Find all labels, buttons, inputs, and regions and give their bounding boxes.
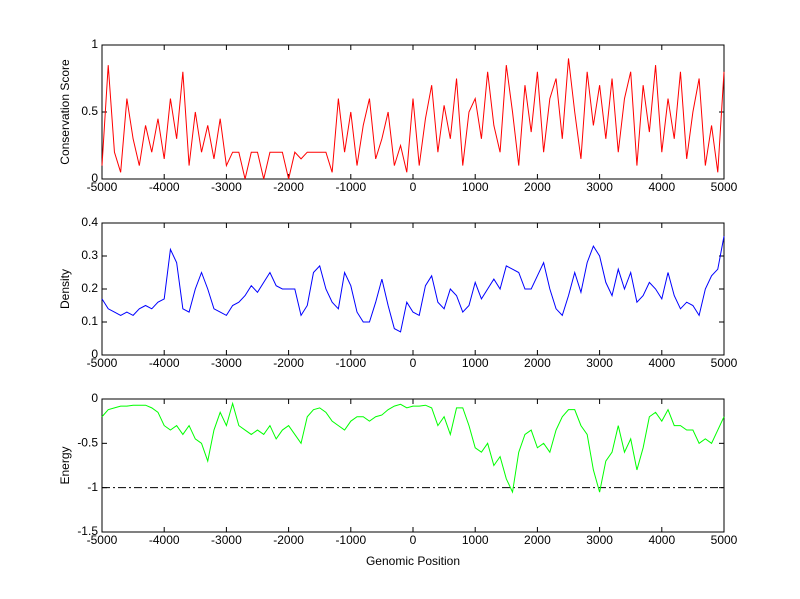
- x-tick-label: 5000: [711, 180, 738, 194]
- y-axis-label: Energy: [58, 446, 72, 484]
- x-tick-label: 3000: [586, 356, 613, 370]
- data-line: [101, 236, 725, 333]
- x-tick-label: 4000: [648, 356, 675, 370]
- y-tick-label: -0.5: [77, 436, 98, 450]
- x-tick-label: 5000: [711, 356, 738, 370]
- y-tick-label: 0: [91, 391, 98, 405]
- x-tick-label: 1000: [462, 533, 489, 547]
- x-tick-label: -3000: [211, 533, 242, 547]
- x-tick-label: 3000: [586, 180, 613, 194]
- y-tick-label: 0.3: [81, 248, 98, 262]
- x-tick-label: 5000: [711, 533, 738, 547]
- data-line: [101, 401, 725, 494]
- axes-frame: [101, 44, 725, 180]
- y-tick-label: 0.2: [81, 281, 98, 295]
- x-tick-label: 1000: [462, 180, 489, 194]
- x-tick-label: 2000: [524, 180, 551, 194]
- y-tick-label: 0.4: [81, 215, 98, 229]
- x-tick-label: -5000: [87, 356, 118, 370]
- y-axis-label: Density: [58, 269, 72, 309]
- y-tick-label: 1: [91, 37, 98, 51]
- x-tick-label: -2000: [273, 533, 304, 547]
- x-tick-label: -1000: [335, 180, 366, 194]
- x-tick-label: 3000: [586, 533, 613, 547]
- y-tick-label: -1.5: [77, 524, 98, 538]
- x-tick-label: -2000: [273, 180, 304, 194]
- x-tick-label: -4000: [149, 180, 180, 194]
- x-tick-label: -3000: [211, 356, 242, 370]
- x-tick-label: -5000: [87, 533, 118, 547]
- y-tick-label: -1: [87, 480, 98, 494]
- y-tick-label: 0.5: [81, 104, 98, 118]
- x-tick-label: 2000: [524, 356, 551, 370]
- x-axis-label: Genomic Position: [366, 554, 460, 568]
- y-axis-label: Conservation Score: [58, 59, 72, 165]
- x-tick-label: -3000: [211, 180, 242, 194]
- x-tick-label: 1000: [462, 356, 489, 370]
- x-tick-label: -5000: [87, 180, 118, 194]
- x-tick-label: -1000: [335, 533, 366, 547]
- y-tick-label: 0.1: [81, 314, 98, 328]
- data-line: [101, 58, 725, 180]
- x-tick-label: 4000: [648, 533, 675, 547]
- x-tick-label: -4000: [149, 356, 180, 370]
- x-tick-label: -4000: [149, 533, 180, 547]
- x-tick-label: -1000: [335, 356, 366, 370]
- axes-frame: [101, 398, 725, 533]
- y-tick-label: 0: [91, 347, 98, 361]
- x-tick-label: 0: [410, 356, 417, 370]
- x-tick-label: 4000: [648, 180, 675, 194]
- x-tick-label: 2000: [524, 533, 551, 547]
- x-tick-label: -2000: [273, 356, 304, 370]
- x-tick-label: 0: [410, 180, 417, 194]
- x-tick-label: 0: [410, 533, 417, 547]
- y-tick-label: 0: [91, 171, 98, 185]
